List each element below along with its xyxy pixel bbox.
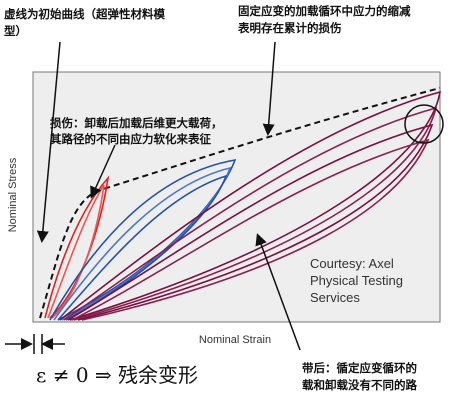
x-axis-label: Nominal Strain	[199, 334, 271, 346]
courtesy: Courtesy: Axel	[310, 256, 394, 271]
formula: ε ≠ 0 ⇒ 残余变形	[36, 363, 198, 387]
annotation: 损伤：卸载后加载后维更大载荷，	[50, 116, 223, 130]
courtesy: Services	[310, 290, 360, 305]
annotation: 型）	[4, 24, 27, 38]
arrows	[5, 41, 301, 351]
annotation: 带后：循定应变循环的	[302, 361, 417, 375]
annotation: 固定应变的加载循环中应力的缩减	[238, 4, 411, 18]
highlight-circle	[404, 104, 444, 144]
y-axis-label: Nominal Stress	[7, 157, 19, 232]
courtesy: Physical Testing	[310, 273, 403, 288]
annotation: 表明存在累计的损伤	[237, 21, 342, 35]
annotation: 载和卸载没有不同的路	[302, 378, 417, 392]
curves	[39, 87, 442, 321]
annotation: 其路径的不同由应力软化来表征	[50, 132, 211, 146]
annotation: 虚线为初始曲线（超弹性材料模	[4, 7, 165, 21]
